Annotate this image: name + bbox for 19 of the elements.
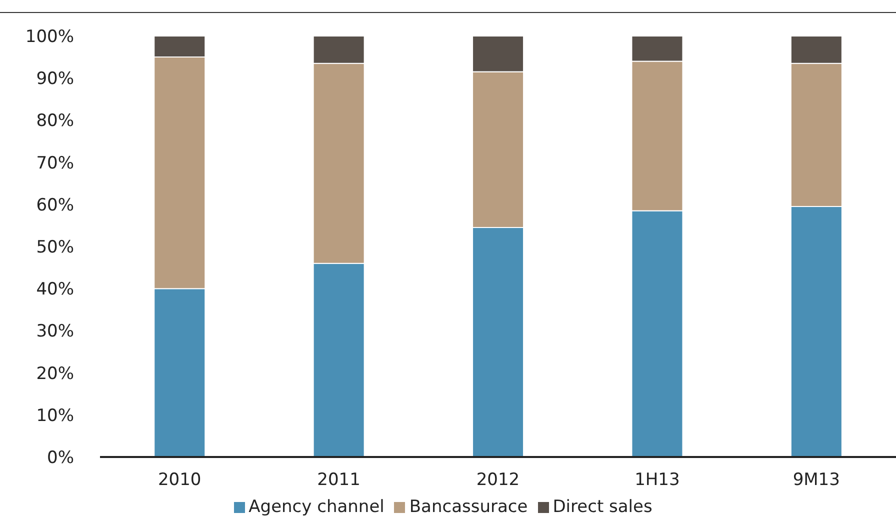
x-tick-label: 9M13: [792, 470, 840, 490]
y-tick-label: 80%: [36, 111, 74, 132]
x-tick-label: 2012: [476, 470, 520, 490]
y-tick-label: 100%: [25, 27, 74, 48]
x-tick-label: 2010: [158, 470, 202, 490]
x-tick-label: 2011: [317, 470, 360, 490]
x-tick-label: 1H13: [634, 470, 680, 490]
y-tick-label: 50%: [36, 238, 74, 258]
y-tick-label: 10%: [36, 406, 74, 426]
y-tick-label: 70%: [36, 153, 74, 174]
legend-label: Direct sales: [552, 497, 652, 517]
legend-label: Agency channel: [248, 497, 384, 517]
y-tick-label: 20%: [36, 364, 74, 384]
y-tick-label: 90%: [36, 69, 74, 90]
y-tick-label: 30%: [36, 322, 74, 342]
y-tick-label: 40%: [36, 280, 74, 300]
y-tick-label: 60%: [36, 195, 74, 216]
legend-label: Bancassurace: [409, 497, 528, 517]
y-tick-label: 0%: [47, 448, 74, 468]
